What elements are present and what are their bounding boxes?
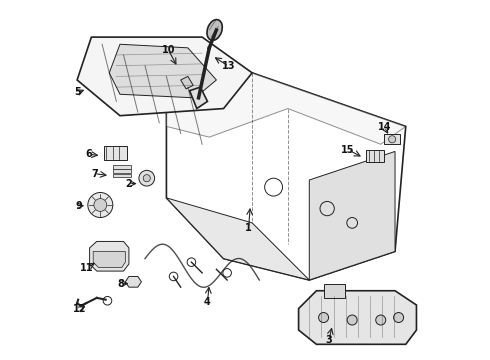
Polygon shape — [298, 291, 416, 344]
Polygon shape — [309, 152, 395, 280]
Bar — [113, 165, 131, 168]
Polygon shape — [125, 276, 142, 287]
Text: 5: 5 — [74, 87, 81, 98]
Polygon shape — [181, 76, 193, 89]
Circle shape — [143, 175, 150, 182]
Bar — [113, 174, 131, 177]
Circle shape — [139, 170, 155, 186]
Circle shape — [94, 199, 107, 211]
Text: 9: 9 — [75, 201, 82, 211]
Polygon shape — [190, 87, 207, 109]
Text: 13: 13 — [222, 62, 236, 71]
Text: 15: 15 — [341, 145, 355, 155]
Circle shape — [347, 315, 357, 325]
Bar — [323, 284, 345, 298]
Polygon shape — [90, 242, 129, 271]
Bar — [384, 134, 400, 144]
Text: 2: 2 — [125, 179, 132, 189]
Polygon shape — [77, 37, 252, 116]
Text: 1: 1 — [245, 223, 252, 233]
Text: 4: 4 — [204, 297, 211, 307]
Polygon shape — [109, 44, 217, 98]
Text: 10: 10 — [161, 45, 175, 55]
Bar — [113, 169, 131, 173]
Circle shape — [393, 312, 404, 323]
Circle shape — [376, 315, 386, 325]
Text: 8: 8 — [117, 279, 124, 289]
Circle shape — [88, 193, 113, 217]
Text: 11: 11 — [80, 262, 94, 273]
Polygon shape — [93, 251, 125, 267]
Text: 7: 7 — [91, 168, 98, 179]
Circle shape — [389, 136, 396, 143]
Ellipse shape — [207, 19, 222, 40]
Text: 3: 3 — [325, 335, 332, 345]
Polygon shape — [167, 198, 309, 280]
Text: 12: 12 — [73, 304, 87, 314]
Bar — [104, 146, 127, 160]
Polygon shape — [167, 73, 406, 144]
Circle shape — [318, 312, 329, 323]
Text: 6: 6 — [85, 149, 92, 159]
Bar — [367, 150, 384, 162]
Text: 14: 14 — [378, 122, 391, 132]
